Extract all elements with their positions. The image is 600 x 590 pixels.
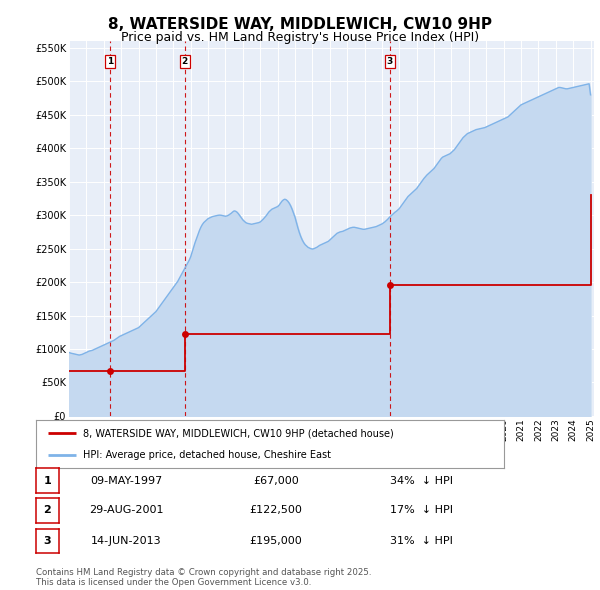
Text: 3: 3 [386,57,393,66]
Text: 2: 2 [44,506,51,515]
Text: 34%  ↓ HPI: 34% ↓ HPI [390,476,453,486]
Text: 29-AUG-2001: 29-AUG-2001 [89,506,163,515]
Text: £195,000: £195,000 [250,536,302,546]
Text: 1: 1 [44,476,51,486]
Text: 09-MAY-1997: 09-MAY-1997 [90,476,162,486]
Text: 17%  ↓ HPI: 17% ↓ HPI [390,506,453,515]
Text: Contains HM Land Registry data © Crown copyright and database right 2025.
This d: Contains HM Land Registry data © Crown c… [36,568,371,587]
Text: 31%  ↓ HPI: 31% ↓ HPI [390,536,453,546]
Text: 8, WATERSIDE WAY, MIDDLEWICH, CW10 9HP (detached house): 8, WATERSIDE WAY, MIDDLEWICH, CW10 9HP (… [83,428,394,438]
Text: 14-JUN-2013: 14-JUN-2013 [91,536,161,546]
Text: 2: 2 [182,57,188,66]
Text: 8, WATERSIDE WAY, MIDDLEWICH, CW10 9HP: 8, WATERSIDE WAY, MIDDLEWICH, CW10 9HP [108,17,492,31]
Text: £67,000: £67,000 [253,476,299,486]
Text: 3: 3 [44,536,51,546]
Text: £122,500: £122,500 [250,506,302,515]
Text: 1: 1 [107,57,113,66]
Text: Price paid vs. HM Land Registry's House Price Index (HPI): Price paid vs. HM Land Registry's House … [121,31,479,44]
Text: HPI: Average price, detached house, Cheshire East: HPI: Average price, detached house, Ches… [83,450,331,460]
